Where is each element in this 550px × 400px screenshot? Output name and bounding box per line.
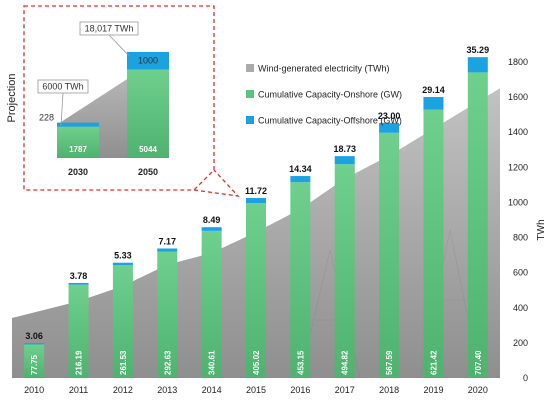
annotation-leader bbox=[60, 92, 64, 126]
projection-offshore-bar bbox=[127, 51, 169, 70]
right-axis-tick: 1400 bbox=[508, 127, 528, 137]
onshore-bar bbox=[68, 284, 89, 378]
onshore-bar bbox=[423, 109, 444, 378]
offshore-bar bbox=[68, 282, 89, 285]
offshore-value-label: 3.06 bbox=[25, 331, 43, 341]
onshore-value-label: 216.19 bbox=[75, 350, 84, 375]
annotation-box bbox=[79, 21, 139, 36]
twh-annotation: 6000 TWh bbox=[42, 82, 83, 92]
offshore-bar bbox=[467, 57, 488, 73]
onshore-value-label: 621.42 bbox=[429, 350, 438, 375]
legend-swatch bbox=[246, 116, 254, 124]
onshore-bar bbox=[157, 251, 178, 378]
offshore-bar bbox=[246, 197, 266, 204]
annotation-box bbox=[37, 79, 89, 94]
projection-offshore-label: 228 bbox=[39, 113, 54, 123]
right-axis-tick: 400 bbox=[513, 303, 528, 313]
offshore-value-label: 7.17 bbox=[159, 236, 177, 246]
main-chart: 0 200 400 600 800 1000 1200 1400 1600 1800 TWh 77.7… bbox=[12, 45, 547, 395]
x-axis-tick: 2013 bbox=[157, 385, 177, 395]
legend-entry-label: Cumulative Capacity-Onshore (GW) bbox=[258, 90, 402, 100]
offshore-value-label: 8.49 bbox=[203, 215, 221, 225]
onshore-bar bbox=[112, 265, 133, 378]
onshore-bar bbox=[201, 230, 222, 378]
offshore-bar bbox=[157, 248, 178, 252]
onshore-bar bbox=[379, 132, 400, 378]
x-axis-tick: 2018 bbox=[379, 385, 399, 395]
offshore-value-label: 23.00 bbox=[378, 111, 401, 121]
onshore-bar bbox=[246, 203, 266, 378]
right-axis-tick: 1600 bbox=[508, 92, 528, 102]
right-axis-tick: 1200 bbox=[508, 162, 528, 172]
projection-onshore-bar bbox=[57, 126, 99, 158]
projection-onshore-bar bbox=[127, 69, 169, 158]
right-axis-tick: 1000 bbox=[508, 197, 528, 207]
x-axis-tick: 2019 bbox=[423, 385, 443, 395]
offshore-value-label: 29.14 bbox=[422, 85, 445, 95]
right-axis-tick: 800 bbox=[513, 233, 528, 243]
offshore-value-label: 5.33 bbox=[114, 251, 132, 261]
x-axis-tick: 2015 bbox=[246, 385, 266, 395]
twh-annotation: 18,017 TWh bbox=[85, 24, 134, 34]
right-axis-tick: 1800 bbox=[508, 57, 528, 67]
offshore-value-label: 3.78 bbox=[70, 271, 88, 281]
offshore-value-label: 14.34 bbox=[289, 164, 312, 174]
onshore-value-label: 77.75 bbox=[30, 354, 39, 375]
offshore-value-label: 18.73 bbox=[333, 144, 356, 154]
onshore-bar bbox=[334, 164, 355, 378]
annotation-leader bbox=[108, 34, 130, 57]
x-axis-tick: 2012 bbox=[113, 385, 133, 395]
projection-offshore-label: 1000 bbox=[138, 56, 158, 66]
onshore-bar bbox=[24, 344, 45, 378]
offshore-value-label: 11.72 bbox=[245, 186, 267, 196]
zoom-callout bbox=[193, 169, 240, 197]
right-axis-tick: 0 bbox=[523, 373, 528, 383]
projection-onshore-label: 1787 bbox=[69, 145, 87, 154]
right-axis-title: TWh bbox=[536, 219, 547, 240]
onshore-value-label: 707.40 bbox=[474, 350, 483, 375]
onshore-value-label: 405.02 bbox=[252, 350, 261, 375]
x-axis-tick: 2016 bbox=[290, 385, 310, 395]
right-axis-tick: 200 bbox=[513, 338, 528, 348]
projection-offshore-bar bbox=[57, 122, 99, 127]
onshore-value-label: 340.61 bbox=[208, 350, 217, 375]
offshore-bar bbox=[112, 262, 133, 266]
right-axis-tick: 600 bbox=[513, 268, 528, 278]
onshore-value-label: 292.63 bbox=[163, 350, 172, 375]
offshore-bar bbox=[24, 343, 45, 345]
x-axis-tick: 2010 bbox=[24, 385, 44, 395]
onshore-value-label: 567.59 bbox=[385, 350, 394, 375]
projection-onshore-label: 5044 bbox=[139, 145, 157, 154]
offshore-bar bbox=[201, 227, 222, 231]
offshore-bar bbox=[423, 96, 444, 110]
onshore-bar bbox=[290, 182, 311, 378]
x-axis-tick: 2020 bbox=[468, 385, 488, 395]
legend-entry-label: Wind-generated electricity (TWh) bbox=[258, 64, 390, 74]
projection-title: Projection bbox=[6, 74, 18, 123]
x-axis-tick: 2014 bbox=[202, 385, 222, 395]
projection-x-tick: 2050 bbox=[138, 167, 158, 177]
onshore-value-label: 494.82 bbox=[341, 350, 350, 375]
legend-entry-label: Cumulative Capacity-Offshore (GW) bbox=[258, 116, 402, 126]
legend-swatch bbox=[246, 90, 254, 98]
projection-x-tick: 2030 bbox=[68, 167, 88, 177]
x-axis-tick: 2017 bbox=[335, 385, 355, 395]
legend: Wind-generated electricity (TWh) Cumulati… bbox=[246, 64, 402, 126]
offshore-bar bbox=[290, 176, 311, 183]
offshore-value-label: 35.29 bbox=[467, 45, 490, 55]
onshore-value-label: 261.53 bbox=[119, 350, 128, 375]
offshore-bar bbox=[379, 122, 400, 133]
legend-swatch bbox=[246, 64, 254, 72]
offshore-bar bbox=[334, 156, 355, 165]
projection-inset: Projection 1787 2030 5044 2050 228 1000 6000 TW… bbox=[6, 5, 240, 197]
onshore-bar bbox=[467, 72, 488, 378]
onshore-value-label: 453.15 bbox=[296, 350, 305, 375]
x-axis-tick: 2011 bbox=[69, 385, 88, 395]
